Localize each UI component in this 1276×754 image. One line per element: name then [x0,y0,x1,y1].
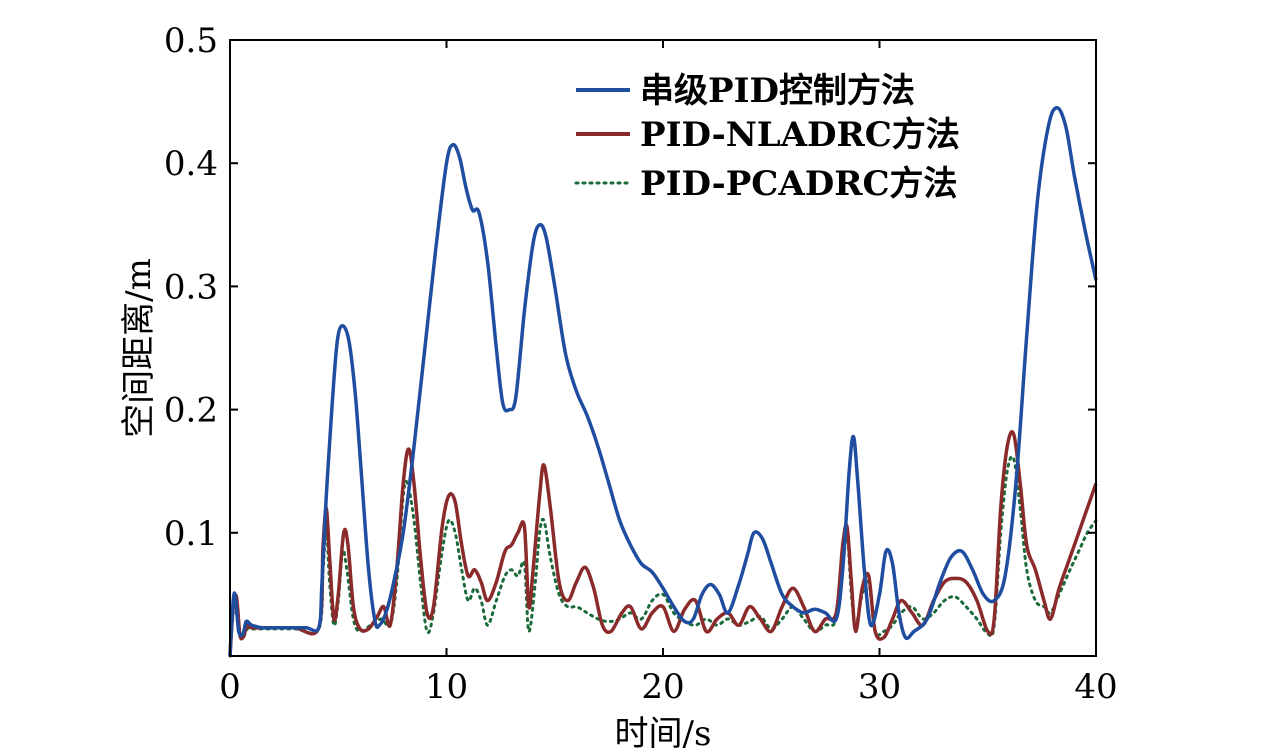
y-tick-label: 0.3 [164,267,218,307]
x-axis-title: 时间/s [615,714,712,754]
x-tick-label: 40 [1074,667,1117,707]
legend-label-3: PID-PCADRC方法 [640,164,958,204]
y-tick-label: 0.2 [164,391,218,431]
axis-ticks [229,39,1097,656]
y-axis-title: 空间距离/m [119,258,159,438]
plot-lines [228,106,1098,658]
series-line-3 [228,454,1098,658]
y-tick-label: 0.1 [164,514,218,554]
series-line-2 [228,430,1098,657]
axis-tick-labels: 0 10 20 30 40 0.1 0.2 0.3 0.4 0.5 [164,21,1118,707]
x-tick-label: 30 [858,667,901,707]
legend-label-1: 串级PID控制方法 [640,71,915,111]
x-tick-label: 10 [425,667,468,707]
x-tick-label: 0 [219,667,241,707]
legend-label-2: PID-NLADRC方法 [640,115,960,155]
y-tick-label: 0.5 [164,21,218,61]
x-tick-label: 20 [641,667,684,707]
series-line-1 [228,106,1098,657]
y-tick-label: 0.4 [164,144,218,184]
